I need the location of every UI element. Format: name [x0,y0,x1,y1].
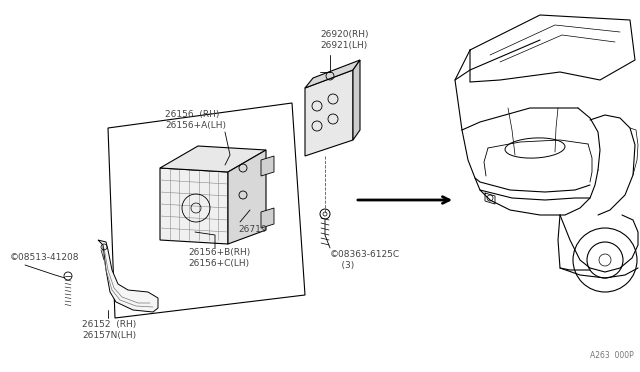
Text: ©08363-6125C
    (3): ©08363-6125C (3) [330,250,400,270]
Text: 26156+B(RH)
26156+C(LH): 26156+B(RH) 26156+C(LH) [188,248,250,268]
Text: 26156  (RH)
26156+A(LH): 26156 (RH) 26156+A(LH) [165,110,226,130]
Polygon shape [305,60,360,88]
Text: 26719: 26719 [238,225,267,234]
Polygon shape [98,240,158,312]
Polygon shape [261,156,274,176]
Text: ©08513-41208: ©08513-41208 [10,253,79,263]
Polygon shape [261,208,274,228]
Polygon shape [228,150,266,244]
Polygon shape [160,146,266,172]
Polygon shape [353,60,360,140]
Text: A263  000P: A263 000P [590,351,634,360]
Polygon shape [160,168,228,244]
Text: 26920(RH)
26921(LH): 26920(RH) 26921(LH) [320,30,369,50]
Text: 26152  (RH)
26157N(LH): 26152 (RH) 26157N(LH) [82,320,136,340]
Polygon shape [305,70,353,156]
